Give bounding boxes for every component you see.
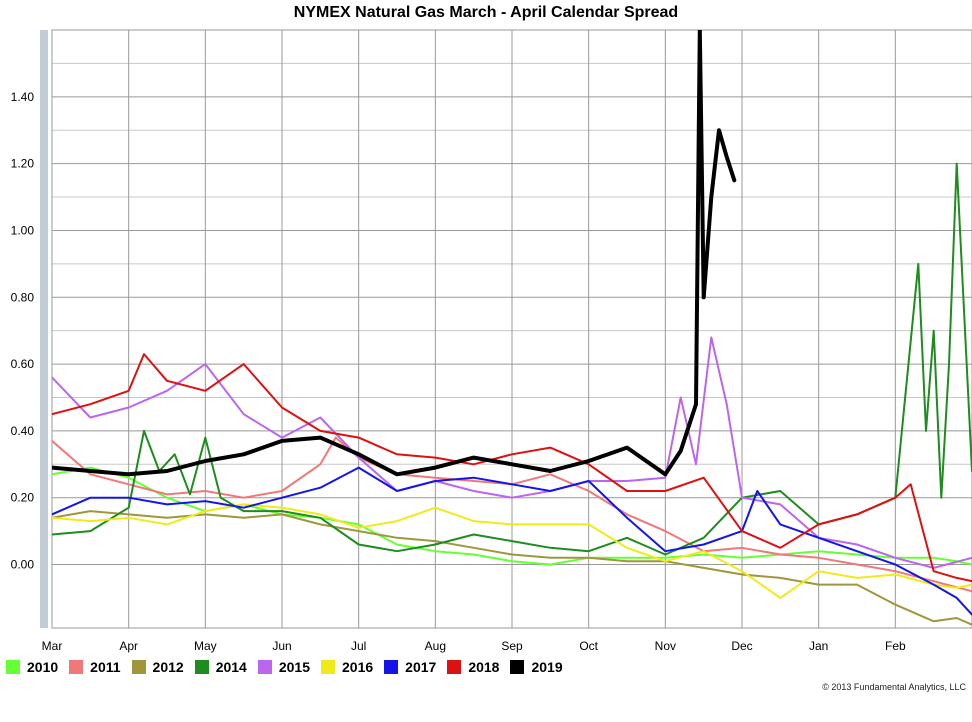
legend-item-2012[interactable]: 2012	[131, 659, 184, 675]
legend-label: 2018	[468, 659, 500, 675]
legend-swatch	[194, 660, 209, 674]
series-line-2012	[52, 510, 972, 626]
series-line-2011	[52, 436, 972, 593]
legend-swatch	[447, 660, 462, 674]
y-scrollbar[interactable]	[40, 30, 48, 628]
legend-label: 2014	[215, 659, 247, 675]
x-tick-label: Apr	[119, 639, 138, 653]
legend-label: 2011	[90, 659, 121, 675]
y-tick-label: 1.20	[11, 157, 35, 171]
legend: 2010 2011 2012 2014 2015 2016 2017 2018 2019	[6, 658, 574, 676]
x-tick-label: May	[194, 639, 217, 653]
chart-title: NYMEX Natural Gas March - April Calendar…	[293, 4, 679, 21]
y-tick-label: 0.80	[11, 290, 35, 304]
series-line-2016	[52, 503, 972, 599]
legend-item-2019[interactable]: 2019	[510, 659, 563, 675]
y-tick-label: 0.60	[11, 357, 35, 371]
legend-swatch	[69, 660, 84, 674]
series-layer	[52, 30, 972, 626]
grid	[51, 29, 972, 629]
y-tick-label: 0.20	[11, 491, 35, 505]
legend-item-2016[interactable]: 2016	[321, 659, 373, 675]
legend-item-2010[interactable]: 2010	[6, 659, 58, 675]
legend-label: 2019	[531, 659, 563, 675]
x-tick-label: Jul	[351, 639, 366, 653]
x-tick-label: Feb	[885, 639, 906, 653]
legend-label: 2012	[152, 659, 184, 675]
y-tick-label: 1.40	[11, 90, 35, 104]
x-tick-label: Aug	[425, 639, 446, 653]
legend-item-2015[interactable]: 2015	[257, 659, 310, 675]
x-tick-label: Oct	[579, 639, 598, 653]
x-tick-label: Mar	[42, 639, 63, 653]
legend-swatch	[257, 660, 272, 674]
series-line-2019	[52, 30, 737, 477]
series-line-2014	[52, 162, 972, 556]
legend-item-2017[interactable]: 2017	[384, 659, 436, 675]
x-tick-labels: Mar Apr May Jun Jul Aug Sep Oct Nov Dec Jan Feb	[42, 639, 906, 653]
x-tick-label: Nov	[655, 639, 676, 653]
copyright-text: © 2013 Fundamental Analytics, LLC	[822, 682, 966, 692]
x-tick-label: Jun	[272, 639, 291, 653]
series-line-2017	[52, 466, 972, 616]
legend-swatch	[510, 660, 525, 674]
y-tick-labels: 1.40 1.20 1.00 0.80 0.60 0.40 0.20 0.00	[11, 90, 35, 572]
legend-swatch	[321, 660, 335, 674]
x-tick-label: Jan	[809, 639, 828, 653]
legend-item-2018[interactable]: 2018	[447, 659, 499, 675]
y-tick-label: 1.00	[11, 223, 35, 237]
y-tick-label: 0.40	[11, 424, 35, 438]
x-tick-label: Dec	[731, 639, 752, 653]
legend-label: 2016	[342, 659, 374, 675]
legend-label: 2017	[405, 659, 437, 675]
legend-item-2014[interactable]: 2014	[194, 659, 247, 675]
legend-label: 2015	[278, 659, 310, 675]
legend-swatch	[131, 660, 146, 674]
legend-swatch	[384, 660, 399, 674]
x-tick-label: Sep	[501, 639, 523, 653]
series-line-2018	[52, 353, 972, 583]
legend-swatch	[6, 660, 20, 674]
legend-label: 2010	[27, 659, 59, 675]
y-tick-label: 0.00	[11, 558, 35, 572]
legend-item-2011[interactable]: 2011	[69, 659, 121, 675]
